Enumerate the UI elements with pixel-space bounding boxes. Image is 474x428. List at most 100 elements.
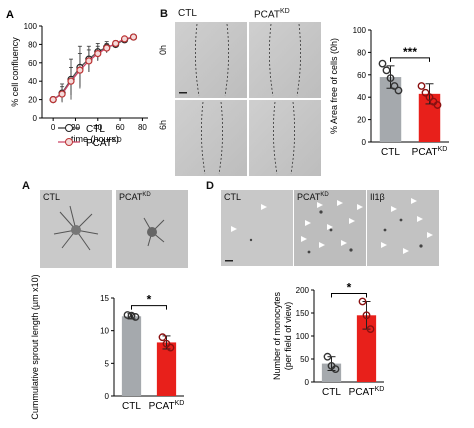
category-label-sup: KD <box>375 386 385 393</box>
panel-letter-b-top: B <box>160 8 168 20</box>
y-axis-title: % Area free of cells (0h) <box>329 38 339 134</box>
panel-letter-a-bottom: A <box>22 180 30 192</box>
data-point <box>378 59 387 68</box>
category-label-0: CTL <box>381 147 400 158</box>
data-point-1 <box>112 39 120 48</box>
category-label-0: CTL <box>122 401 141 412</box>
data-point <box>433 101 442 109</box>
micrograph-pcat-0h <box>249 22 321 98</box>
micrograph-ctl-6h <box>175 100 247 176</box>
significance-stars: * <box>147 293 152 307</box>
y-tick-label: 20 <box>28 96 37 105</box>
y-axis-title: Cummulative sprout length (µm x10) <box>30 274 40 419</box>
bar-0 <box>321 363 342 382</box>
micrograph-pcat-6h <box>249 100 321 176</box>
data-point <box>394 86 403 95</box>
sprout-length-bar-chart: 0 5 10 15 CTL PCATKD * Cummulative sprout lengt… <box>30 274 185 419</box>
y-tick-label: 5 <box>105 359 110 368</box>
data-point <box>425 93 434 102</box>
data-point <box>390 82 399 90</box>
category-label-1: PCATKD <box>149 400 185 412</box>
y-tick-label: 100 <box>353 26 367 35</box>
data-point <box>158 333 167 342</box>
significance-bracket <box>390 57 430 62</box>
x-tick-label: 80 <box>138 123 147 132</box>
y-tick-label: 100 <box>24 22 38 31</box>
category-label-1: PCATKD <box>349 386 385 398</box>
data-point-1 <box>85 57 93 65</box>
scratch-row-label-6h: 6h <box>158 119 168 130</box>
confluency-series <box>49 33 138 104</box>
data-point-1 <box>58 90 66 98</box>
y-tick-label: 100 <box>296 332 310 341</box>
legend-label-0: CTL <box>86 124 105 135</box>
y-tick-label: 40 <box>357 93 366 102</box>
panel-letter-a-top: A <box>6 9 14 21</box>
y-tick-label: 40 <box>28 77 37 86</box>
y-tick-label: 0 <box>33 114 38 123</box>
mono-label-ctl: CTL <box>224 192 242 202</box>
data-point <box>331 365 340 374</box>
data-point-1 <box>76 66 84 74</box>
data-point <box>366 325 375 333</box>
data-point <box>166 343 175 352</box>
x-tick-label: 0 <box>51 123 56 132</box>
significance-stars: *** <box>403 45 417 59</box>
data-point <box>123 311 132 319</box>
category-label-sup: KD <box>438 146 448 153</box>
data-point-1 <box>129 33 138 41</box>
data-point-1 <box>67 77 75 85</box>
x-axis-title: time (hours) <box>71 134 119 144</box>
y-tick-label: 80 <box>357 48 366 57</box>
data-point-1 <box>94 49 102 58</box>
category-label-1: PCATKD <box>412 146 448 158</box>
data-point <box>421 88 430 97</box>
panel-letter-d-bottom: D <box>206 180 214 192</box>
monocyte-bar-chart: 0 50 100 150 200 CTL PCATKD * Number of monocyte… <box>272 281 385 399</box>
scratch-row-label-0h: 0h <box>158 44 168 55</box>
legend-marker-1 <box>65 138 73 146</box>
significance-stars: * <box>347 281 352 295</box>
y-tick-label: 0 <box>305 378 310 387</box>
sprouting-micrographs <box>40 190 188 268</box>
significance-bracket <box>331 293 367 298</box>
data-point <box>323 352 332 361</box>
bar-0 <box>121 316 142 396</box>
data-point <box>417 82 426 90</box>
y-axis-title-2: (per field of view) <box>283 302 293 371</box>
data-point <box>162 339 171 348</box>
legend-label-1: PCATKD <box>86 137 122 149</box>
y-tick-label: 60 <box>28 59 37 68</box>
x-tick-label: 60 <box>116 123 125 132</box>
scratch-col-label-pcat: PCATKD <box>254 8 290 21</box>
y-axis-title: Number of monocytes <box>272 291 282 380</box>
monocyte-micrographs <box>221 190 439 266</box>
sprout-label-pcat: PCATKD <box>119 192 151 202</box>
mono-label-il1b: Il1β <box>370 192 385 202</box>
data-point <box>382 66 391 75</box>
micrograph-ctl-0h <box>175 22 247 98</box>
legend-marker-0 <box>65 124 73 132</box>
y-tick-label: 60 <box>357 71 366 80</box>
y-tick-label: 10 <box>100 327 109 336</box>
confluency-line-chart: A 020406080100020406080time (hours)% cel… <box>6 9 148 149</box>
data-point <box>358 297 367 306</box>
category-label-sup: KD <box>175 400 185 407</box>
y-tick-label: 15 <box>100 294 109 303</box>
data-point <box>131 313 140 321</box>
x-tick-label: 40 <box>93 123 102 132</box>
category-label-0: CTL <box>322 387 341 398</box>
y-tick-label: 200 <box>296 286 310 295</box>
significance-bracket <box>131 305 167 310</box>
data-point <box>386 74 395 83</box>
legend-label-sup: KD <box>112 137 122 144</box>
y-tick-label: 50 <box>300 355 309 364</box>
scratch-col-label-ctl: CTL <box>178 8 197 19</box>
data-point-1 <box>49 95 57 104</box>
area-free-bar-chart: 0 20 40 60 80 100 CTL PCATKD *** % Area free of c… <box>329 26 449 158</box>
bar-1 <box>156 342 177 396</box>
y-tick-label: 0 <box>105 392 110 401</box>
y-tick-label: 80 <box>28 40 37 49</box>
data-point <box>127 311 136 320</box>
data-point <box>362 311 371 320</box>
